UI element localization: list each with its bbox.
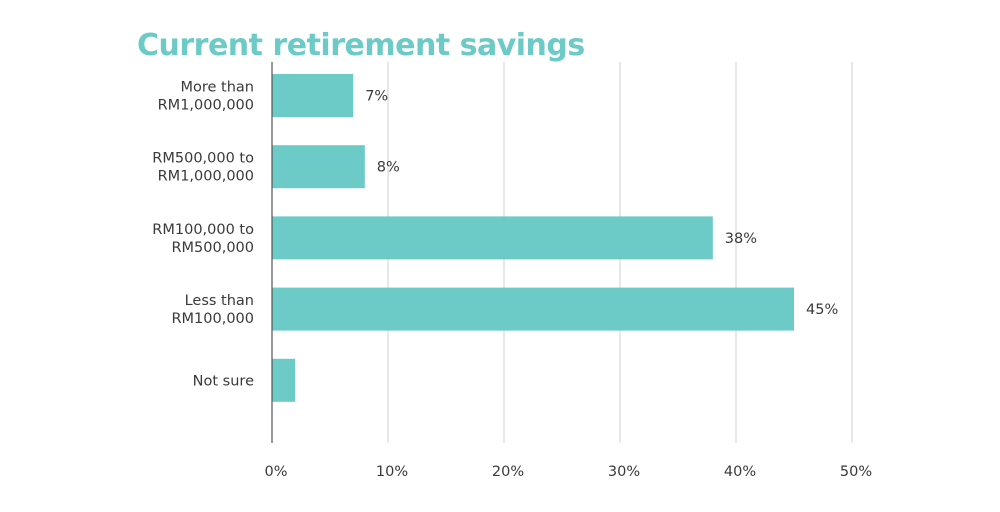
category-label: Less than [185,293,254,309]
category-label: RM1,000,000 [158,98,254,114]
data-label: 45% [806,302,838,318]
bar [272,74,354,117]
bar [272,358,296,402]
category-label: More than [180,80,254,96]
x-tick-label: 10% [376,464,408,480]
bar [272,287,794,331]
data-label: 38% [725,231,757,247]
category-label: RM100,000 [171,311,254,327]
data-label: 8% [377,160,400,176]
x-tick-label: 50% [840,464,872,480]
chart-title: Current retirement savings [137,28,585,63]
bar [272,145,365,189]
bar [272,216,713,260]
category-label: Not sure [193,373,254,389]
data-label: 7% [365,89,388,105]
category-label: RM500,000 to [152,151,254,167]
x-tick-label: 20% [492,464,524,480]
x-tick-label: 30% [608,464,640,480]
category-label: RM100,000 to [152,222,254,238]
x-tick-label: 40% [724,464,756,480]
x-tick-label: 0% [264,464,287,480]
category-label: RM500,000 [171,240,254,256]
category-label: RM1,000,000 [158,169,254,185]
bars [272,74,794,402]
labels: 0% 10% 20% 30% 40% 50% More than RM1,000,000 7% R… [152,80,872,481]
